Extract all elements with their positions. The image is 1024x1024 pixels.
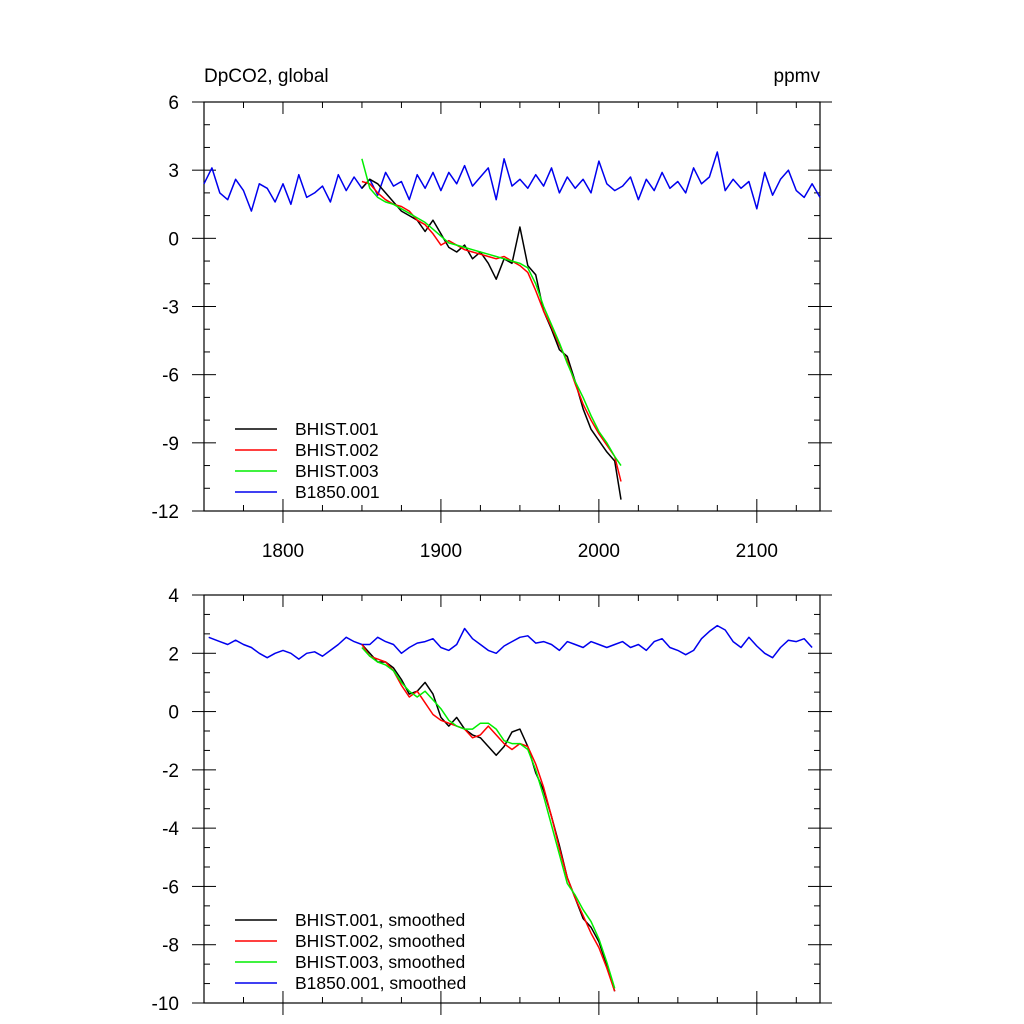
bottom-y-tick-label: 2 (168, 644, 179, 665)
top-chart-units: ppmv (774, 66, 821, 87)
top-series-line-3 (203, 151, 821, 212)
top-legend-label: BHIST.001 (295, 419, 379, 439)
top-y-tick-label: 6 (168, 93, 179, 114)
top-x-tick-label: 1800 (262, 541, 304, 562)
top-y-tick-label: -6 (162, 366, 179, 387)
top-x-tick-label: 2000 (578, 541, 620, 562)
bottom-series-line-3 (208, 624, 813, 660)
top-y-tick-label: -3 (162, 298, 179, 319)
bottom-y-tick-label: 4 (168, 586, 179, 607)
top-y-tick-label: -12 (152, 502, 179, 523)
bottom-y-tick-label: -10 (152, 994, 179, 1015)
top-chart-title: DpCO2, global (204, 66, 329, 87)
bottom-legend-label: BHIST.001, smoothed (295, 910, 465, 930)
top-legend-label: BHIST.002 (295, 440, 379, 460)
bottom-y-tick-label: -6 (162, 877, 179, 898)
bottom-legend-label: BHIST.003, smoothed (295, 952, 465, 972)
top-legend-label: B1850.001 (295, 482, 380, 502)
bottom-y-tick-label: -8 (162, 936, 179, 957)
top-series-line-1 (361, 180, 622, 482)
top-y-tick-label: 3 (168, 161, 179, 182)
bottom-y-tick-label: -4 (162, 819, 179, 840)
bottom-legend-label: B1850.001, smoothed (295, 973, 466, 993)
bottom-y-tick-label: -2 (162, 761, 179, 782)
top-legend-label: BHIST.003 (295, 461, 379, 481)
top-panel: DpCO2, global ppmv 1800 1900 2000 2100 6 3 0 -3… (152, 66, 832, 562)
top-x-tick-label: 1900 (420, 541, 462, 562)
top-series-line-2 (361, 158, 622, 467)
bottom-series-line-2 (361, 646, 616, 989)
top-y-tick-label: 0 (168, 229, 179, 250)
bottom-legend-label: BHIST.002, smoothed (295, 931, 465, 951)
bottom-plot-frame (203, 594, 821, 1004)
top-y-tick-label: -9 (162, 434, 179, 455)
top-series-line-0 (361, 178, 622, 500)
bottom-y-tick-label: 0 (168, 703, 179, 724)
top-x-tick-label: 2100 (736, 541, 778, 562)
